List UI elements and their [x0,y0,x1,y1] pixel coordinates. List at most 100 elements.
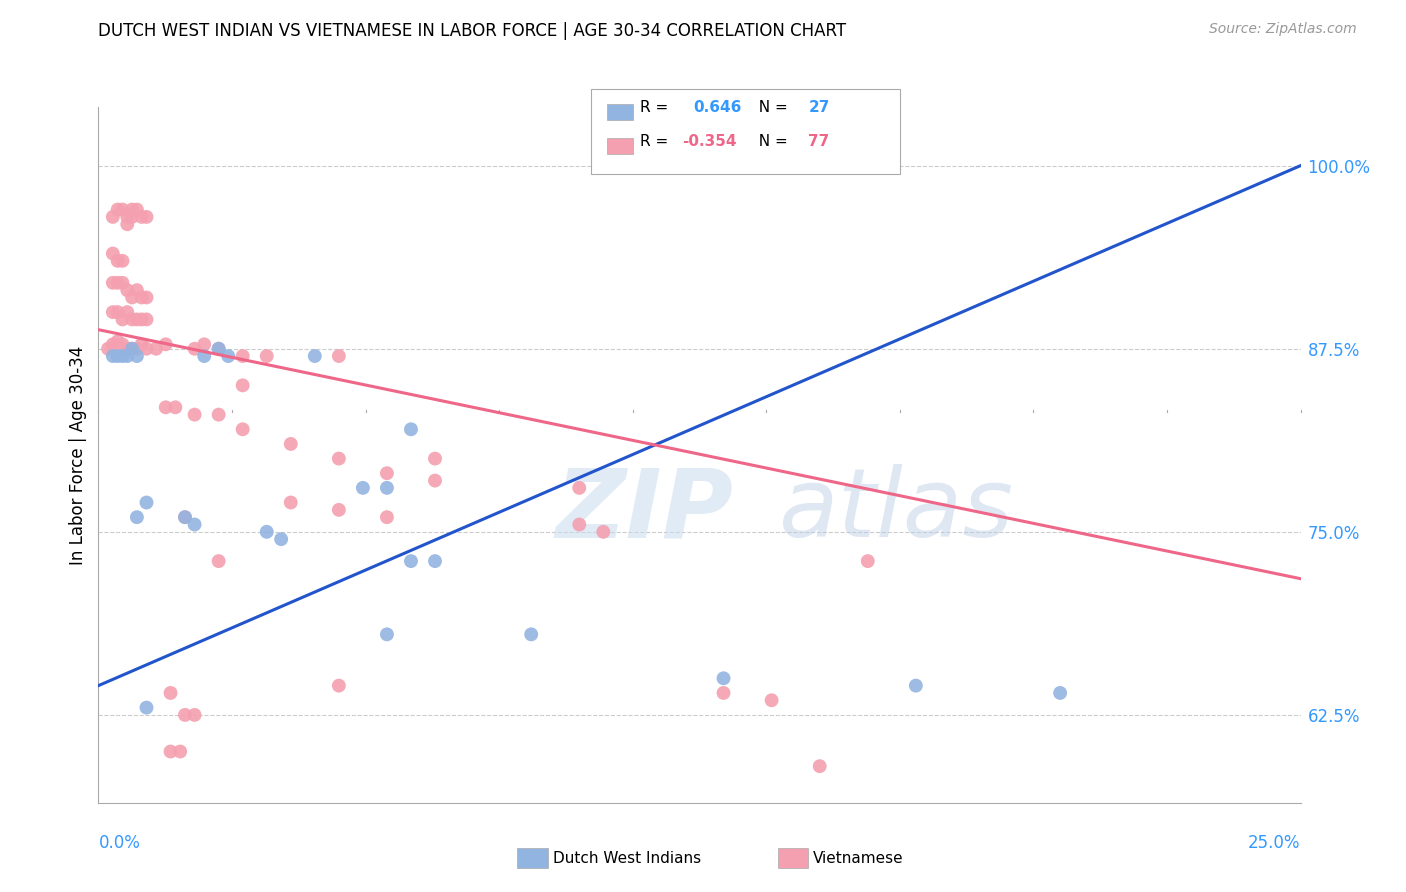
Text: R =: R = [640,135,673,149]
Point [423,474,446,488]
Point [101,337,124,351]
Point [125,349,148,363]
Point [101,210,124,224]
Point [328,503,350,517]
Point [101,276,124,290]
Point [125,202,148,217]
Point [135,290,157,304]
Point [121,210,143,224]
Point [155,337,177,351]
Point [232,422,254,436]
Point [117,349,139,363]
Point [375,481,398,495]
Point [111,337,134,351]
Point [328,451,350,466]
Point [135,312,157,326]
Text: Vietnamese: Vietnamese [813,852,903,866]
Text: 25.0%: 25.0% [1249,834,1301,852]
Point [208,554,231,568]
Point [208,342,231,356]
Point [111,312,134,326]
Point [159,686,181,700]
Point [232,378,254,392]
Point [375,627,398,641]
Point [423,451,446,466]
Point [131,312,153,326]
Point [568,481,591,495]
Point [520,627,543,641]
Point [174,510,197,524]
Point [107,253,129,268]
Text: N =: N = [749,101,793,115]
Point [117,210,139,224]
Point [208,342,231,356]
Point [135,342,157,356]
Point [121,202,143,217]
Point [256,349,278,363]
Text: DUTCH WEST INDIAN VS VIETNAMESE IN LABOR FORCE | AGE 30-34 CORRELATION CHART: DUTCH WEST INDIAN VS VIETNAMESE IN LABOR… [98,22,846,40]
Point [111,202,134,217]
Text: atlas: atlas [778,464,1012,558]
Point [174,707,197,722]
Point [169,745,191,759]
Point [399,554,422,568]
Point [97,342,120,356]
Point [101,305,124,319]
Text: -0.354: -0.354 [682,135,737,149]
Point [121,312,143,326]
Point [131,290,153,304]
Text: Source: ZipAtlas.com: Source: ZipAtlas.com [1209,22,1357,37]
Text: 0.0%: 0.0% [98,834,141,852]
Point [375,510,398,524]
Point [280,437,302,451]
Point [713,686,735,700]
Point [155,401,177,415]
Point [117,283,139,297]
Point [280,495,302,509]
Point [183,408,205,422]
Point [145,342,167,356]
Point [121,342,143,356]
Point [856,554,879,568]
Point [107,202,129,217]
Point [159,745,181,759]
Point [352,481,374,495]
Point [232,349,254,363]
Point [121,290,143,304]
Text: 27: 27 [808,101,830,115]
Point [256,524,278,539]
Point [135,210,157,224]
Point [107,334,129,349]
Point [183,342,205,356]
Point [193,337,215,351]
Point [217,349,239,363]
Point [117,342,139,356]
Text: R =: R = [640,101,678,115]
Point [107,349,129,363]
Point [423,554,446,568]
Point [135,495,157,509]
Point [328,679,350,693]
Point [117,305,139,319]
Point [107,276,129,290]
Point [904,679,927,693]
Y-axis label: In Labor Force | Age 30-34: In Labor Force | Age 30-34 [69,345,87,565]
Point [121,342,143,356]
Point [125,283,148,297]
Point [111,276,134,290]
Text: 0.646: 0.646 [693,101,741,115]
Point [111,349,134,363]
Point [131,337,153,351]
Point [270,532,292,546]
Point [101,246,124,260]
Point [131,210,153,224]
Point [713,671,735,685]
Point [111,253,134,268]
Point [304,349,326,363]
Point [761,693,783,707]
Point [375,467,398,481]
Point [101,349,124,363]
Point [808,759,831,773]
Point [135,700,157,714]
Point [117,217,139,231]
